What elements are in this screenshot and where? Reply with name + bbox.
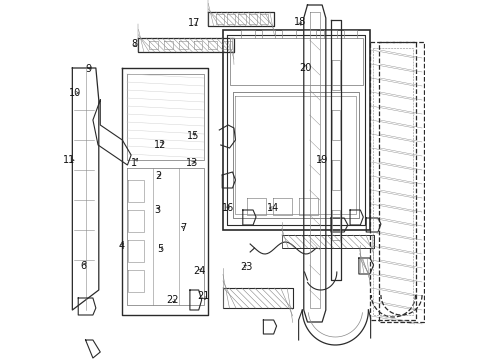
Text: 13: 13 <box>186 158 198 168</box>
Text: 5: 5 <box>157 244 163 254</box>
Text: 4: 4 <box>119 240 125 251</box>
Text: 19: 19 <box>316 155 328 165</box>
Text: 8: 8 <box>131 39 137 49</box>
Text: 23: 23 <box>240 262 253 272</box>
Text: 17: 17 <box>189 18 201 28</box>
Text: 24: 24 <box>194 266 206 276</box>
Text: 11: 11 <box>63 155 75 165</box>
Text: 2: 2 <box>155 171 161 181</box>
Text: 21: 21 <box>197 291 209 301</box>
Text: 15: 15 <box>187 131 199 141</box>
Text: 14: 14 <box>267 203 279 213</box>
Text: 18: 18 <box>294 17 306 27</box>
Text: 7: 7 <box>181 222 187 233</box>
Bar <box>223 30 370 230</box>
Text: 9: 9 <box>85 64 92 74</box>
Text: 20: 20 <box>299 63 312 73</box>
Text: 6: 6 <box>81 261 87 271</box>
Text: 22: 22 <box>166 294 178 305</box>
Text: 12: 12 <box>154 140 166 150</box>
Text: 1: 1 <box>131 158 137 168</box>
Text: 3: 3 <box>154 204 160 215</box>
Text: 10: 10 <box>69 88 81 98</box>
Text: 16: 16 <box>221 203 234 213</box>
